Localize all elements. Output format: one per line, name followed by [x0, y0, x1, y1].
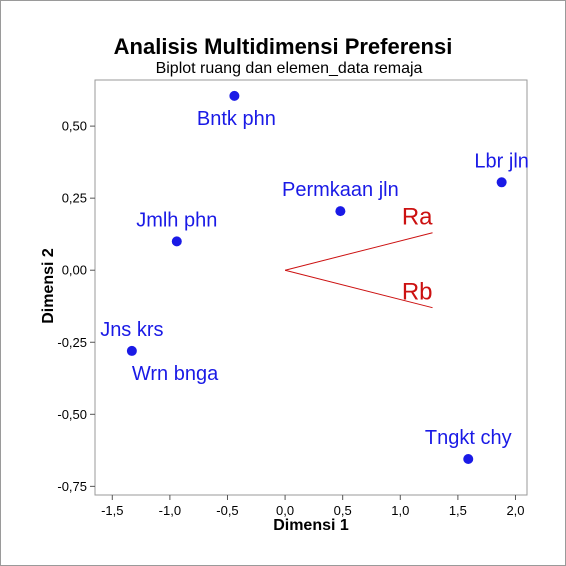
point-label: Jmlh phn: [136, 209, 217, 231]
x-tick-label: 1,5: [449, 503, 467, 518]
x-tick-label: 0,5: [334, 503, 352, 518]
y-tick-label: 0,25: [62, 191, 87, 206]
x-axis-title: Dimensi 1: [273, 517, 349, 534]
y-axis-title: Dimensi 2: [40, 248, 57, 324]
y-tick-label: -0,50: [57, 407, 87, 422]
point-label: Wrn bnga: [132, 363, 219, 385]
vector-layer: Ra Rb: [284, 204, 433, 309]
x-tick-label: -0,5: [216, 503, 238, 518]
data-point: [126, 345, 137, 356]
y-tick-label: 0,00: [62, 263, 87, 278]
data-point: [335, 206, 346, 217]
point-label: Permkaan jln: [282, 179, 399, 201]
data-point: [229, 90, 240, 101]
data-point: [171, 236, 182, 247]
point-label: Bntk phn: [197, 108, 276, 130]
vector-line-rb: [284, 269, 433, 309]
chart-title: Analisis Multidimensi Preferensi: [114, 34, 453, 59]
x-tick-label: 1,0: [391, 503, 409, 518]
chart-subtitle: Biplot ruang dan elemen_data remaja: [156, 60, 423, 77]
data-point: [463, 453, 474, 464]
point-label: Jns krs: [100, 319, 163, 341]
x-tick-label: -1,0: [159, 503, 181, 518]
x-tick-label: 2,0: [506, 503, 524, 518]
point-layer: Bntk phn Lbr jln Permkaan jln Jmlh phn Jns k…: [100, 90, 529, 464]
vector-line-ra: [284, 232, 433, 271]
y-tick-label: -0,75: [57, 479, 87, 494]
vector-label: Ra: [402, 204, 433, 231]
point-label: Tngkt chy: [425, 427, 512, 449]
x-tick-label: 0,0: [276, 503, 294, 518]
x-tick-label: -1,5: [101, 503, 123, 518]
plot-area: [94, 79, 528, 496]
point-label: Lbr jln: [474, 150, 528, 172]
y-tick-label: -0,25: [57, 335, 87, 350]
data-point: [496, 177, 507, 188]
y-tick-label: 0,50: [62, 119, 87, 134]
vector-label: Rb: [402, 279, 433, 306]
x-axis-ticks: -1,5 -1,0 -0,5 0,0 0,5 1,0 1,5 2,0: [101, 495, 525, 518]
y-axis-ticks: -0,75 -0,50 -0,25 0,00 0,25 0,50: [57, 119, 95, 494]
